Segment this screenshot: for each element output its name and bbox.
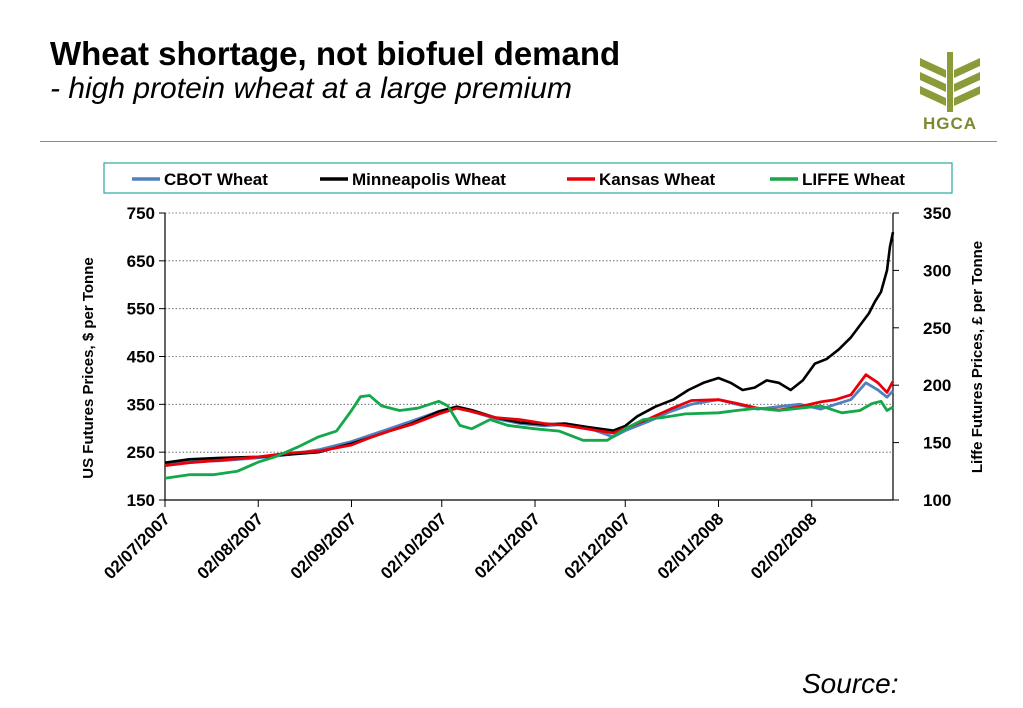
y-tick-label-left: 750 bbox=[127, 204, 155, 223]
x-tick-label: 02/12/2007 bbox=[560, 509, 634, 583]
slide-subtitle: - high protein wheat at a large premium bbox=[50, 72, 572, 105]
logo-text: HGCA bbox=[922, 114, 978, 133]
x-tick-label: 02/02/2008 bbox=[747, 509, 821, 583]
x-tick-label: 02/09/2007 bbox=[287, 509, 361, 583]
y-tick-label-right: 250 bbox=[923, 319, 951, 338]
x-tick-label: 02/11/2007 bbox=[471, 509, 544, 582]
title-divider bbox=[40, 141, 997, 142]
x-tick-label: 02/10/2007 bbox=[377, 509, 451, 583]
y-axis-title-right: Liffe Futures Prices, £ per Tonne bbox=[969, 241, 986, 473]
wheat-sheaf-icon bbox=[920, 52, 980, 112]
y-tick-label-left: 350 bbox=[127, 395, 155, 414]
y-tick-label-left: 550 bbox=[127, 300, 155, 319]
legend-box bbox=[103, 162, 953, 194]
series-lines bbox=[164, 231, 895, 480]
axes bbox=[159, 212, 899, 507]
legend-label-liffe: LIFFE Wheat bbox=[802, 170, 905, 189]
legend-label-cbot: CBOT Wheat bbox=[164, 170, 268, 189]
y-axis-title-left: US Futures Prices, $ per Tonne bbox=[80, 257, 97, 478]
legend-label-kansas: Kansas Wheat bbox=[599, 170, 716, 189]
y-tick-label-right: 200 bbox=[923, 376, 951, 395]
y-tick-label-right: 150 bbox=[923, 434, 951, 453]
legend: CBOT Wheat Minneapolis Wheat Kansas Wheat L… bbox=[103, 162, 953, 194]
gridlines bbox=[165, 212, 893, 453]
y-tick-label-left: 450 bbox=[127, 348, 155, 367]
y-tick-label-right: 100 bbox=[923, 491, 951, 510]
series-line-kansas bbox=[164, 373, 895, 467]
x-tick-label: 02/07/2007 bbox=[100, 509, 174, 583]
y-tick-label-right: 350 bbox=[923, 204, 951, 223]
legend-label-minneapolis: Minneapolis Wheat bbox=[352, 170, 506, 189]
series-line-liffe bbox=[164, 394, 894, 480]
hgca-logo: HGCA bbox=[910, 48, 990, 134]
y-tick-label-left: 150 bbox=[127, 491, 155, 510]
y-tick-label-left: 650 bbox=[127, 252, 155, 271]
x-tick-label: 02/01/2008 bbox=[654, 509, 728, 583]
source-label: Source: bbox=[802, 668, 899, 699]
x-tick-label: 02/08/2007 bbox=[193, 509, 267, 583]
y-tick-label-right: 300 bbox=[923, 261, 951, 280]
y-tick-label-left: 250 bbox=[127, 443, 155, 462]
slide-title: Wheat shortage, not biofuel demand bbox=[50, 35, 621, 72]
